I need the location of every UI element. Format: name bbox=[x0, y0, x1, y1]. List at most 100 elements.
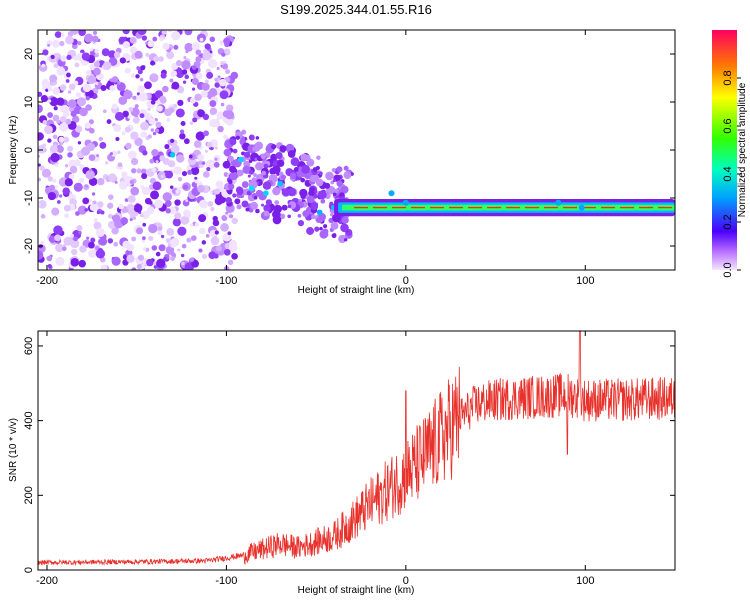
noise-blob bbox=[173, 44, 179, 50]
noise-blob bbox=[197, 184, 205, 193]
noise-blob bbox=[77, 141, 82, 145]
noise-blob bbox=[144, 112, 152, 120]
scatter-blob bbox=[241, 200, 249, 208]
noise-blob bbox=[88, 249, 97, 258]
scatter-blob bbox=[309, 174, 318, 183]
noise-blob bbox=[213, 161, 220, 168]
noise-blob bbox=[220, 61, 225, 66]
noise-blob bbox=[180, 121, 186, 127]
noise-blob bbox=[226, 104, 234, 112]
noise-blob bbox=[139, 213, 144, 218]
noise-blob bbox=[139, 113, 145, 119]
noise-blob bbox=[86, 70, 92, 76]
colorbar-ticks: 0.0 0.2 0.4 0.6 0.8 bbox=[722, 70, 741, 278]
noise-blob bbox=[96, 201, 104, 208]
noise-blob bbox=[76, 224, 83, 232]
noise-blob bbox=[202, 113, 210, 121]
noise-blob bbox=[153, 56, 160, 63]
noise-blob bbox=[206, 71, 214, 79]
scatter-blob bbox=[306, 195, 315, 204]
noise-blob bbox=[92, 30, 98, 35]
noise-blob bbox=[194, 93, 202, 101]
noise-blob bbox=[158, 244, 166, 252]
noise-blob bbox=[201, 253, 207, 259]
scatter-blob bbox=[334, 188, 339, 194]
noise-blob bbox=[217, 125, 224, 133]
scatter-blob bbox=[330, 221, 339, 230]
noise-blob bbox=[130, 73, 135, 78]
noise-blob bbox=[73, 55, 79, 61]
scatter-blob bbox=[332, 192, 337, 196]
noise-blob bbox=[84, 33, 94, 43]
noise-blob bbox=[144, 81, 152, 90]
tone-bump bbox=[555, 199, 562, 206]
noise-blob bbox=[94, 53, 99, 58]
noise-blob bbox=[56, 66, 66, 76]
scatter-blob bbox=[232, 193, 237, 198]
noise-blob bbox=[155, 160, 159, 164]
scatter-blob bbox=[272, 162, 276, 166]
noise-blob bbox=[147, 40, 155, 48]
noise-blob bbox=[95, 249, 106, 259]
noise-blob bbox=[88, 177, 98, 186]
noise-blob bbox=[156, 258, 166, 269]
noise-blob bbox=[209, 100, 217, 107]
noise-blob bbox=[107, 202, 114, 209]
noise-blob bbox=[150, 128, 155, 132]
scatter-blob bbox=[236, 169, 244, 177]
noise-blob bbox=[217, 75, 221, 79]
noise-blob bbox=[52, 87, 60, 95]
noise-blob bbox=[214, 146, 218, 150]
noise-blob bbox=[120, 217, 129, 225]
scatter-blob bbox=[340, 185, 349, 194]
noise-blob bbox=[62, 111, 70, 118]
snr-x-label: Height of straight line (km) bbox=[298, 585, 415, 596]
noise-blob bbox=[41, 168, 51, 178]
scatter-blob bbox=[263, 163, 269, 169]
noise-blob bbox=[59, 122, 69, 132]
noise-blob bbox=[38, 104, 43, 113]
noise-blob bbox=[100, 84, 107, 92]
noise-blob bbox=[195, 56, 202, 63]
noise-blob bbox=[148, 223, 158, 234]
noise-blob bbox=[40, 240, 45, 245]
scatter-blob bbox=[293, 166, 299, 172]
scatter-blob bbox=[235, 135, 240, 140]
noise-blob bbox=[47, 112, 53, 118]
noise-blob bbox=[111, 256, 121, 266]
noise-blob bbox=[44, 78, 48, 83]
noise-blob bbox=[169, 78, 174, 83]
noise-blob bbox=[78, 230, 82, 235]
colorbar-gradient bbox=[712, 30, 737, 270]
noise-blob bbox=[224, 41, 230, 48]
scatter-blob bbox=[332, 178, 336, 183]
noise-blob bbox=[205, 234, 210, 238]
scatter-blob bbox=[272, 187, 281, 196]
noise-blob bbox=[171, 81, 180, 90]
scatter-blob bbox=[261, 203, 265, 207]
noise-blob bbox=[100, 264, 108, 270]
noise-blob bbox=[152, 36, 158, 42]
noise-blob bbox=[73, 182, 83, 192]
noise-blob bbox=[164, 108, 172, 117]
colorbar-tick-label: 0.8 bbox=[722, 70, 734, 85]
noise-blob bbox=[117, 150, 121, 154]
noise-blob bbox=[130, 186, 140, 196]
y-tick-label: 200 bbox=[23, 486, 35, 504]
noise-blob bbox=[64, 213, 69, 219]
noise-blob bbox=[198, 248, 203, 253]
noise-blob bbox=[90, 48, 94, 52]
noise-blob bbox=[52, 178, 57, 183]
noise-blob bbox=[118, 96, 128, 105]
scatter-blob bbox=[326, 193, 331, 198]
noise-blob bbox=[199, 199, 208, 209]
noise-blob bbox=[70, 239, 80, 249]
noise-blob bbox=[214, 77, 219, 82]
scatter-blob bbox=[300, 153, 308, 162]
noise-blob bbox=[214, 230, 219, 235]
spectrogram-content bbox=[38, 30, 675, 270]
scatter-blob bbox=[249, 169, 254, 175]
bright-spot bbox=[316, 209, 323, 216]
noise-blob bbox=[74, 159, 81, 167]
noise-blob bbox=[221, 63, 229, 70]
